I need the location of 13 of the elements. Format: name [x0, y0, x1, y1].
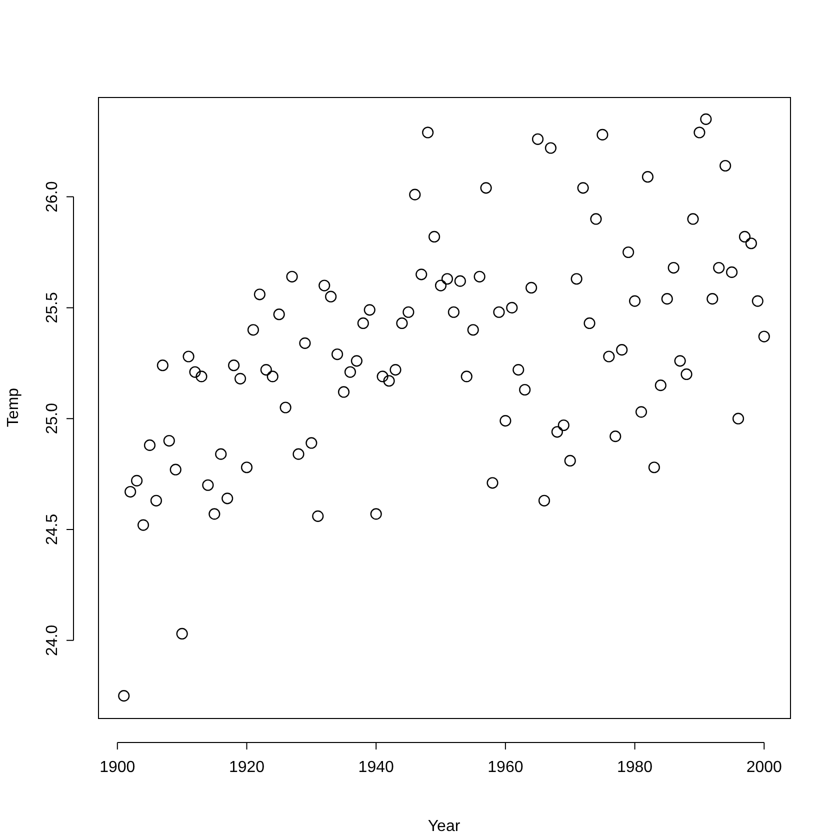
y-axis-title: Temp	[5, 388, 22, 428]
x-tick-label: 1920	[228, 759, 265, 776]
y-tick-label: 25.5	[44, 292, 61, 324]
y-tick-label: 24.0	[44, 624, 61, 656]
x-tick-label: 1980	[616, 759, 653, 776]
x-axis-title: Year	[428, 818, 461, 835]
x-tick-label: 1900	[100, 759, 136, 776]
y-tick-label: 26.0	[44, 181, 61, 212]
y-tick-label: 24.5	[44, 514, 61, 546]
x-tick-label: 2000	[746, 759, 782, 776]
y-tick-label: 25.0	[44, 402, 61, 434]
x-tick-label: 1960	[488, 759, 524, 776]
x-tick-label: 1940	[358, 759, 394, 776]
